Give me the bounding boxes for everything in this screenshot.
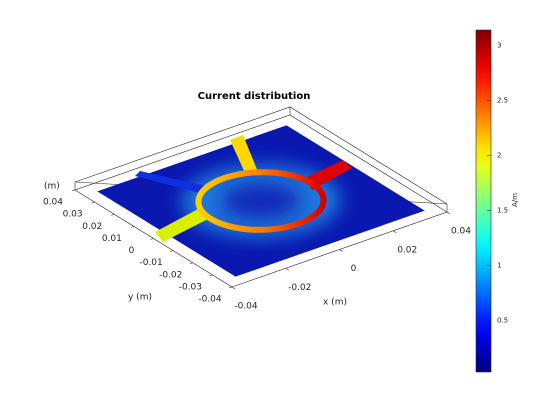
x-tick <box>339 249 343 252</box>
x-tick-label: 0.02 <box>397 245 417 255</box>
x-tick-label: 0 <box>351 264 357 274</box>
y-tick-label: 0 <box>129 246 135 256</box>
feed-line <box>230 135 258 175</box>
feed-line <box>155 208 210 242</box>
plot-area <box>74 106 448 288</box>
y-tick <box>228 286 233 289</box>
z-axis-label: (m) <box>44 182 60 192</box>
y-tick-label: -0.04 <box>198 295 222 305</box>
x-tick <box>231 286 236 290</box>
x-tick-label: -0.02 <box>288 283 311 293</box>
y-tick-label: 0.02 <box>82 222 102 232</box>
colorbar-tick-label: 3 <box>497 41 501 49</box>
y-tick <box>91 201 95 204</box>
x-tick <box>393 230 397 233</box>
y-tick <box>71 189 76 192</box>
colorbar-tick-label: 1 <box>497 261 501 269</box>
field-inner <box>221 182 301 220</box>
y-tick-label: 0.03 <box>63 210 83 220</box>
colorbar-tick-label: 2.5 <box>497 96 508 104</box>
x-tick-label: -0.04 <box>234 302 258 312</box>
y-axis-label: y (m) <box>128 293 152 303</box>
colorbar <box>475 29 492 373</box>
y-tick <box>189 262 193 265</box>
y-tick-label: 0.01 <box>102 234 122 244</box>
y-tick-label: 0.04 <box>43 198 63 208</box>
colorbar-label: A/m <box>511 193 519 207</box>
y-tick <box>111 213 115 216</box>
y-tick <box>170 250 174 252</box>
x-axis-label: x (m) <box>323 298 347 308</box>
colorbar-tick-label: 2 <box>497 151 501 159</box>
colorbar-tick-label: 1.5 <box>497 206 508 214</box>
y-tick <box>150 238 154 240</box>
y-tick-label: -0.02 <box>159 270 182 280</box>
x-tick <box>446 211 451 215</box>
y-tick <box>209 274 213 277</box>
chart-title: Current distribution <box>198 91 311 102</box>
feed-line <box>135 171 206 194</box>
x-tick <box>285 268 289 271</box>
y-tick-label: -0.03 <box>179 282 202 292</box>
y-tick <box>130 226 134 228</box>
x-tick-label: 0.04 <box>451 227 471 237</box>
colorbar-tick-label: 0.5 <box>497 316 508 324</box>
y-tick-label: -0.01 <box>139 258 162 268</box>
feed-line <box>305 160 352 190</box>
ring <box>195 169 327 233</box>
